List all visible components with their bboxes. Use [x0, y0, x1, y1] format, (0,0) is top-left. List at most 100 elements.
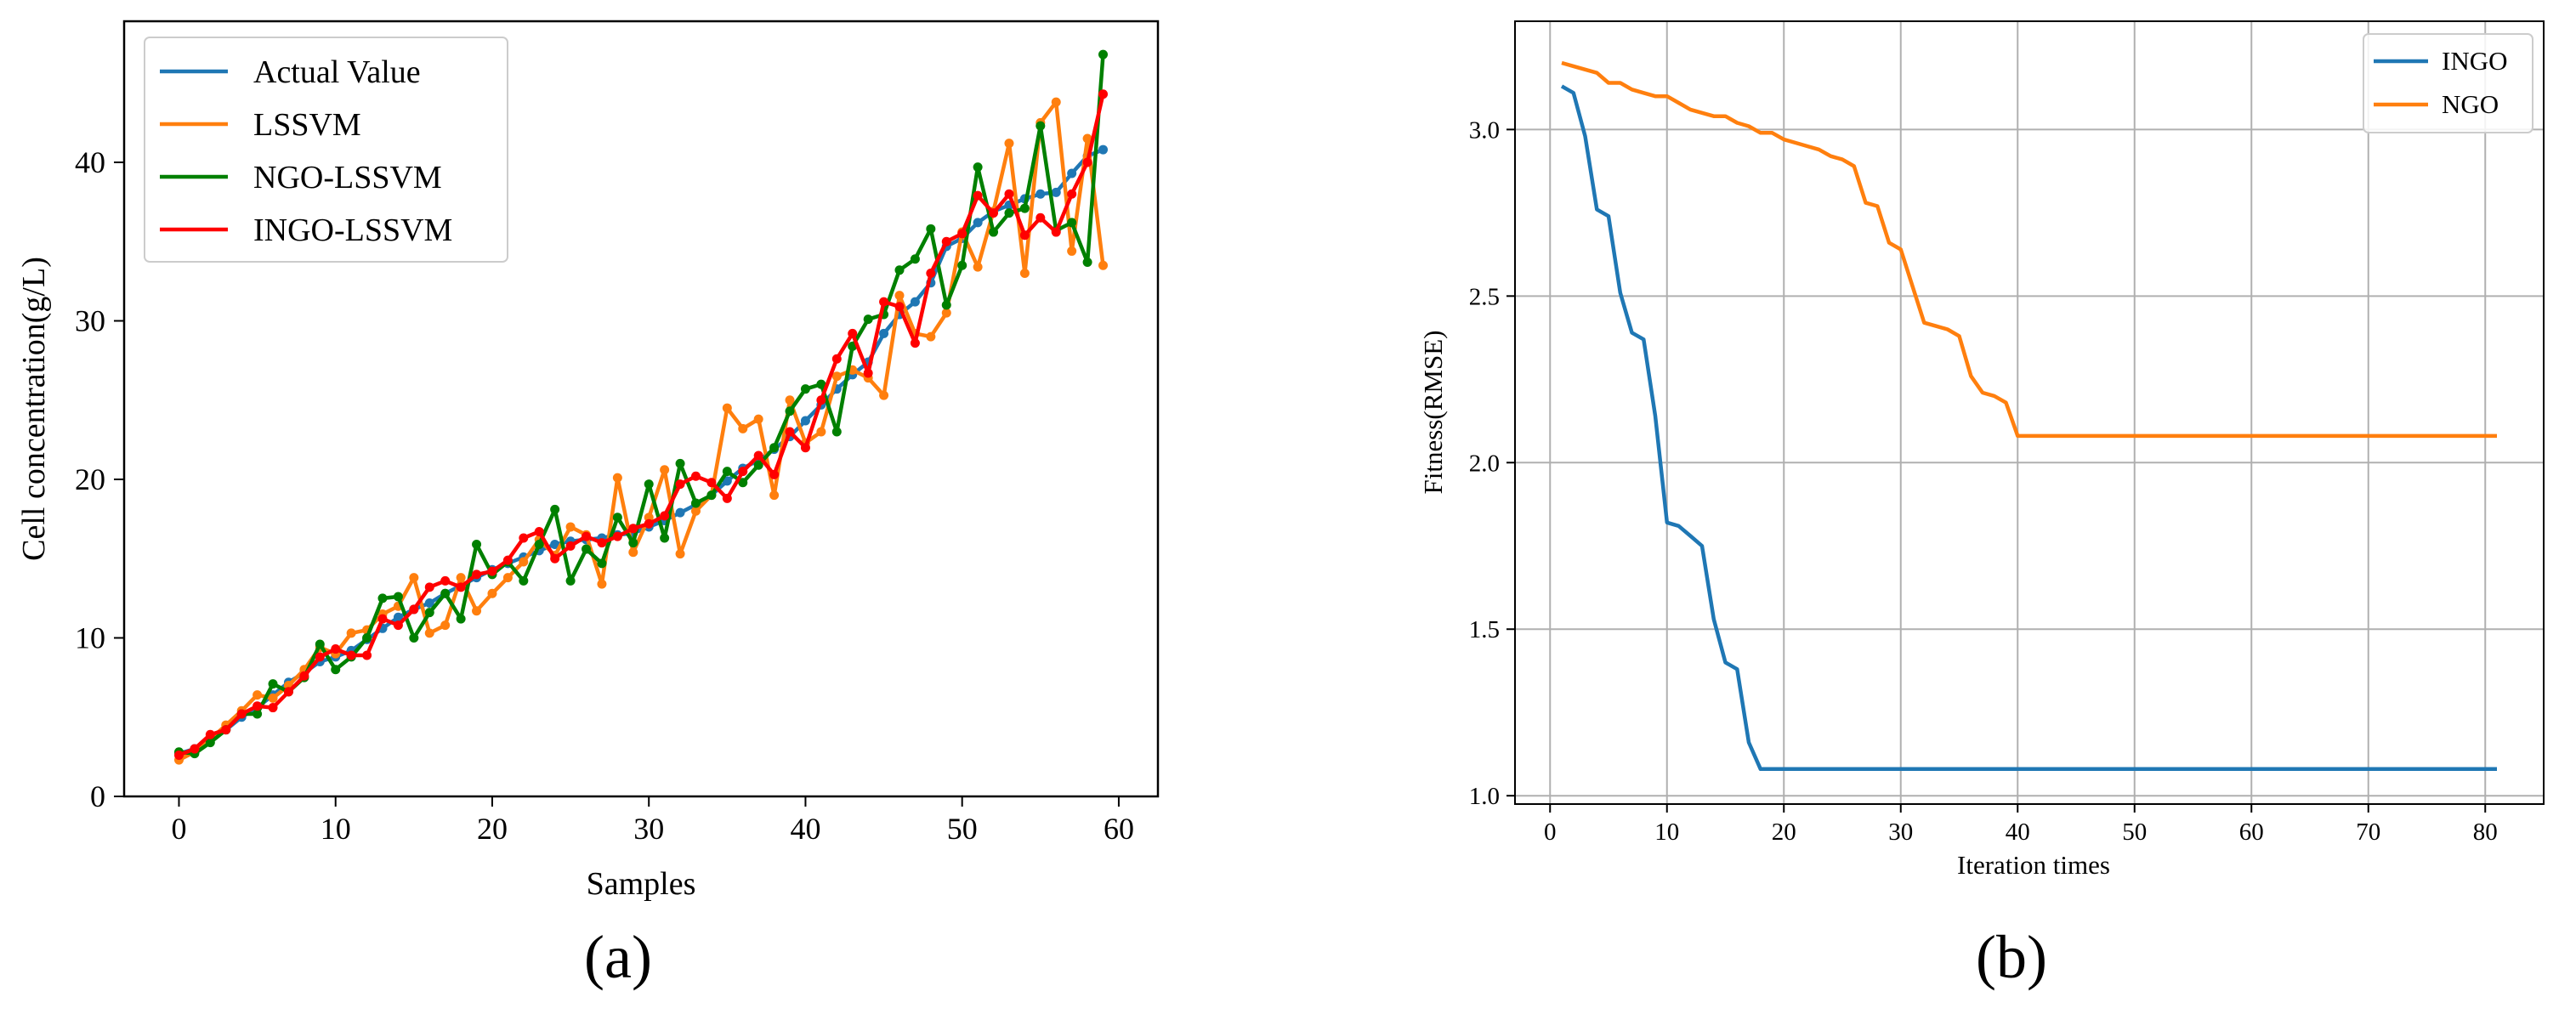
series-line-ngo [1561, 60, 2497, 439]
x-tick-label-a: 0 [171, 812, 186, 846]
series-group-a [173, 49, 1109, 765]
data-point-lssvm [502, 573, 513, 583]
data-point-ingo-lssvm [675, 479, 685, 490]
data-point-ingo-lssvm [1036, 212, 1046, 223]
y-tick-label-b: 2.5 [1469, 283, 1500, 310]
y-tick-label-a: 0 [90, 779, 105, 813]
data-point-ngo-lssvm [268, 679, 278, 689]
data-point-ngo-lssvm [785, 406, 795, 416]
data-point-ingo-lssvm [377, 614, 388, 624]
panel-a: 0 10 20 30 40 50 60 0 10 20 30 40 Actual Value LSSVM… [16, 20, 1160, 991]
data-point-lssvm [268, 693, 278, 703]
data-point-ngo-lssvm [1004, 208, 1014, 218]
data-point-ingo-lssvm [1098, 89, 1109, 99]
data-point-ingo-lssvm [502, 555, 513, 565]
data-point-lssvm [769, 490, 780, 501]
y-tick-label-b: 1.0 [1469, 783, 1500, 810]
x-tick-label-a: 40 [790, 812, 820, 846]
x-tick-label-b: 20 [1772, 819, 1796, 846]
y-tick-label-a: 30 [75, 303, 105, 337]
data-point-ngo-lssvm [565, 575, 576, 586]
panel-label-b: (b) [1976, 923, 2047, 991]
data-point-actual-value [1067, 168, 1077, 178]
panel-label-a: (a) [584, 923, 652, 991]
data-point-ingo-lssvm [831, 354, 842, 364]
data-point-ngo-lssvm [424, 608, 434, 618]
data-point-ingo-lssvm [534, 527, 544, 537]
x-axis-label-b: Iteration times [1957, 850, 2110, 880]
data-point-ngo-lssvm [863, 314, 873, 325]
y-tick-label-a: 40 [75, 145, 105, 179]
data-point-lssvm [612, 473, 622, 483]
data-point-ngo-lssvm [440, 588, 451, 598]
series-line-ingo [1560, 84, 2497, 772]
data-point-ingo-lssvm [236, 709, 247, 719]
data-point-ngo-lssvm [706, 490, 717, 501]
data-point-actual-value [973, 218, 983, 228]
data-point-lssvm [565, 522, 576, 532]
data-point-ngo-lssvm [628, 538, 638, 548]
data-point-actual-value [722, 476, 732, 486]
data-point-ingo-lssvm [299, 671, 309, 681]
data-point-lssvm [1019, 269, 1030, 279]
data-point-ngo-lssvm [362, 632, 372, 643]
data-point-ingo-lssvm [800, 443, 810, 453]
x-tick-label-b: 40 [2006, 819, 2030, 846]
data-point-ngo-lssvm [816, 379, 826, 389]
data-point-ingo-lssvm [424, 582, 434, 592]
data-point-lssvm [738, 423, 748, 433]
y-axis-label-b: Fitness(RMSE) [1418, 331, 1448, 495]
data-point-ngo-lssvm [831, 427, 842, 437]
data-point-ingo-lssvm [769, 469, 780, 479]
data-point-ingo-lssvm [331, 644, 341, 654]
data-point-ingo-lssvm [393, 620, 403, 631]
data-point-ngo-lssvm [894, 265, 905, 275]
x-tick-label-b: 0 [1544, 819, 1557, 846]
y-tick-label-a: 20 [75, 462, 105, 496]
grid-b [1515, 21, 2544, 804]
y-tick-label-b: 3.0 [1469, 116, 1500, 144]
legend-label-ingo-lssvm: INGO-LSSVM [253, 212, 452, 248]
data-point-lssvm [1082, 133, 1092, 144]
plot-area-b [1515, 21, 2544, 804]
data-point-ngo-lssvm [252, 709, 263, 719]
data-point-ngo-lssvm [331, 665, 341, 675]
axes-frame-b [1514, 20, 2545, 805]
data-point-ngo-lssvm [1019, 203, 1030, 213]
data-point-ingo-lssvm [190, 744, 200, 754]
data-point-ingo-lssvm [582, 531, 592, 541]
data-point-actual-value [1036, 189, 1046, 199]
data-point-ngo-lssvm [910, 254, 920, 264]
data-point-lssvm [472, 606, 482, 616]
data-point-lssvm [941, 308, 951, 318]
x-tick-label-b: 60 [2239, 819, 2264, 846]
data-point-lssvm [879, 390, 889, 400]
data-point-ngo-lssvm [1067, 218, 1077, 228]
data-point-ingo-lssvm [519, 533, 529, 543]
x-tick-label-a: 50 [947, 812, 978, 846]
data-point-ngo-lssvm [409, 632, 419, 643]
data-point-ingo-lssvm [205, 729, 215, 739]
y-tick-label-b: 2.0 [1469, 450, 1500, 477]
data-point-ingo-lssvm [722, 493, 732, 503]
series-ingo [1560, 84, 2497, 772]
data-point-actual-value [1051, 187, 1061, 197]
data-point-ingo-lssvm [863, 368, 873, 378]
data-point-ngo-lssvm [550, 504, 560, 514]
data-point-lssvm [831, 371, 842, 382]
data-point-lssvm [660, 465, 670, 475]
data-point-lssvm [628, 547, 638, 558]
data-point-actual-value [879, 328, 889, 338]
data-point-lssvm [816, 427, 826, 437]
ticks-a: 0 10 20 30 40 50 60 0 10 20 30 40 [75, 145, 1134, 846]
data-point-ingo-lssvm [753, 450, 763, 461]
data-point-ngo-lssvm [456, 614, 466, 624]
data-point-lssvm [690, 506, 701, 516]
data-point-ingo-lssvm [221, 725, 231, 735]
data-point-ingo-lssvm [550, 553, 560, 564]
y-axis-label-a: Cell concentration(g/L) [16, 257, 52, 561]
data-point-ngo-lssvm [519, 575, 529, 586]
data-point-ngo-lssvm [1098, 49, 1109, 59]
x-axis-label-a: Samples [587, 866, 696, 902]
